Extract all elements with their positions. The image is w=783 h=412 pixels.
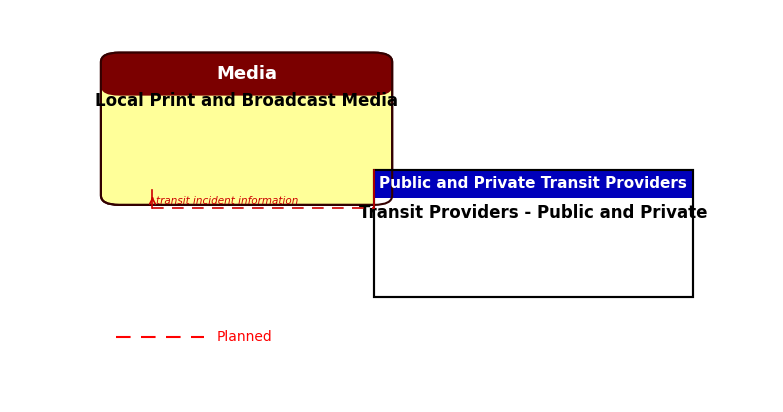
Bar [374, 170, 693, 297]
Text: Transit Providers - Public and Private: Transit Providers - Public and Private [359, 204, 708, 222]
Text: Public and Private Transit Providers: Public and Private Transit Providers [379, 176, 687, 192]
Text: Local Print and Broadcast Media: Local Print and Broadcast Media [95, 92, 398, 110]
Bar [374, 170, 693, 198]
Bar [119, 74, 374, 86]
FancyBboxPatch shape [101, 53, 392, 96]
Text: transit incident information: transit incident information [156, 196, 298, 206]
FancyBboxPatch shape [101, 53, 392, 205]
Text: Media: Media [216, 65, 277, 83]
Bar [374, 170, 693, 297]
Text: Planned: Planned [216, 330, 272, 344]
